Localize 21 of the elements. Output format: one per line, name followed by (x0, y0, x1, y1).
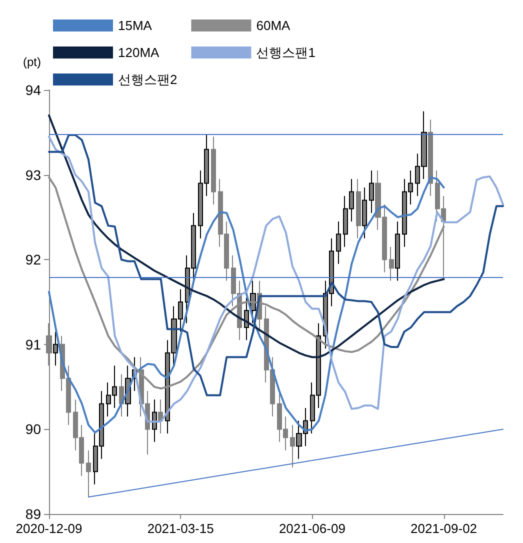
x-tick-label: 2021-03-15 (147, 521, 214, 536)
y-tick-label: 89 (25, 506, 42, 522)
line-series (48, 176, 445, 434)
y-tick-label: 91 (25, 336, 42, 352)
y-tick-label: 94 (25, 82, 42, 98)
legend-label: 120MA (118, 45, 160, 60)
y-tick-label: 92 (25, 252, 42, 268)
y-axis-title: (pt) (23, 55, 42, 69)
legend-label: 60MA (256, 18, 291, 33)
candlestick (211, 136, 216, 205)
legend-label: 선행스팬2 (118, 72, 178, 87)
candlestick (86, 450, 91, 498)
candlestick (336, 220, 341, 264)
x-tick-label: 2020-12-09 (16, 521, 82, 536)
line-series (48, 114, 445, 358)
y-tick-label: 93 (25, 166, 42, 183)
y-tick-label: 90 (25, 421, 42, 438)
legend-label: 15MA (118, 18, 152, 33)
x-tick-label: 2021-09-02 (410, 521, 478, 536)
x-tick-label: 2021-06-09 (278, 521, 346, 536)
legend-label: 선행스팬1 (256, 45, 316, 60)
